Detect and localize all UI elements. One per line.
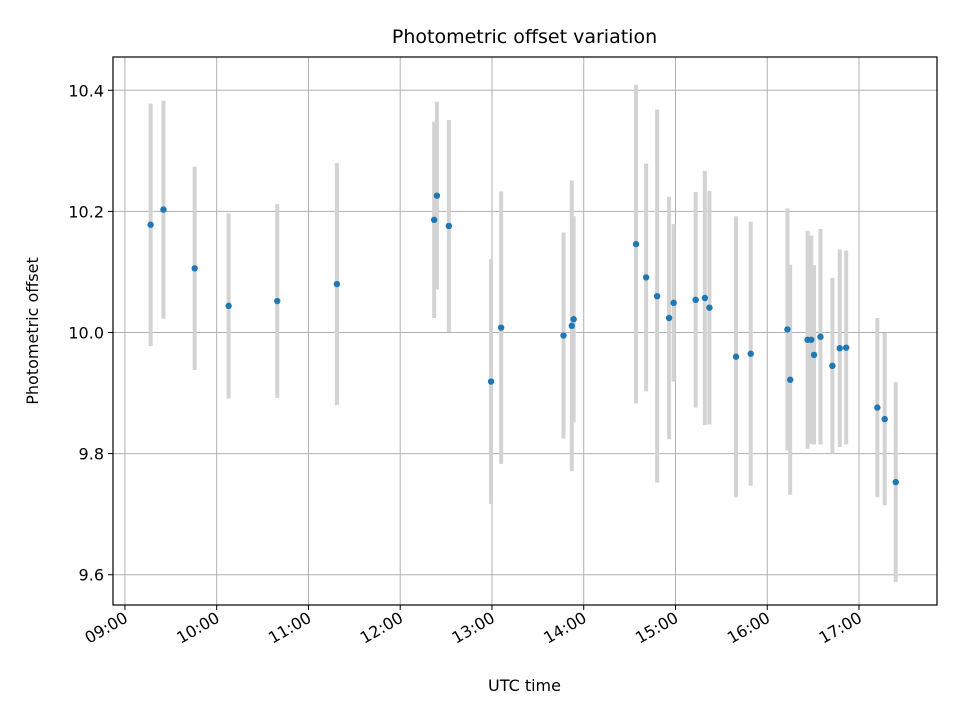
y-axis-label: Photometric offset bbox=[23, 257, 42, 405]
data-point bbox=[808, 336, 815, 343]
data-point bbox=[568, 322, 575, 330]
data-point bbox=[810, 351, 818, 359]
data-point bbox=[433, 192, 441, 199]
data-point bbox=[732, 353, 740, 360]
data-point bbox=[430, 216, 438, 224]
data-point bbox=[829, 362, 836, 370]
data-point bbox=[333, 280, 341, 288]
data-point bbox=[747, 350, 754, 357]
y-tick-label: 9.8 bbox=[79, 445, 104, 464]
data-point bbox=[692, 296, 699, 304]
plot-frame bbox=[112, 56, 938, 606]
y-tick-label: 10.4 bbox=[68, 81, 104, 100]
data-point bbox=[874, 404, 881, 411]
data-point bbox=[160, 206, 167, 213]
data-point bbox=[836, 345, 843, 352]
data-point bbox=[892, 478, 899, 486]
data-point bbox=[670, 299, 677, 307]
data-point bbox=[560, 332, 567, 339]
grid bbox=[113, 57, 937, 605]
data-point bbox=[274, 297, 281, 305]
data-point bbox=[570, 315, 577, 323]
x-axis-label: UTC time bbox=[488, 676, 561, 695]
data-point bbox=[487, 378, 495, 385]
chart-title: Photometric offset variation bbox=[392, 26, 657, 48]
data-point bbox=[445, 222, 453, 230]
data-point bbox=[497, 324, 505, 331]
data-point bbox=[784, 326, 791, 333]
data-point bbox=[632, 240, 640, 248]
data-point bbox=[642, 274, 650, 281]
data-point bbox=[665, 314, 673, 322]
data-point bbox=[191, 265, 198, 272]
data-point bbox=[225, 302, 232, 310]
y-tick-label: 10.2 bbox=[68, 202, 104, 221]
data-point bbox=[701, 294, 709, 302]
data-point bbox=[817, 333, 824, 340]
data-point bbox=[706, 304, 713, 311]
y-tick-label: 9.6 bbox=[79, 566, 104, 585]
data-point bbox=[147, 221, 154, 228]
data-point bbox=[881, 415, 888, 423]
data-point bbox=[786, 376, 794, 383]
data-point bbox=[842, 344, 850, 351]
y-tick-label: 10.0 bbox=[68, 324, 104, 343]
data-point bbox=[653, 292, 661, 300]
data-points bbox=[147, 192, 899, 486]
